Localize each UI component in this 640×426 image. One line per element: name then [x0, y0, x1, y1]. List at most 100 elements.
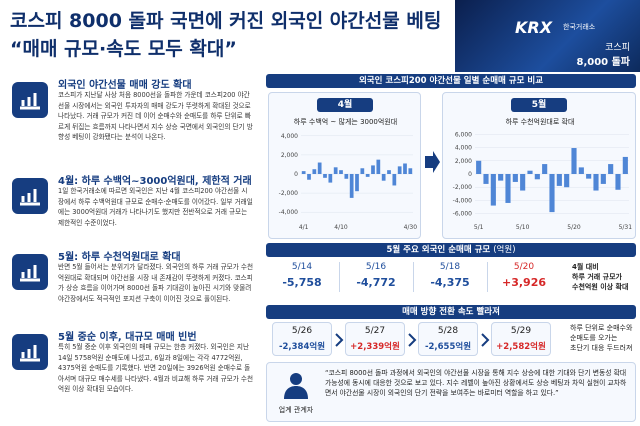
section-heading: 4월: 하루 수백억~3000억원대, 제한적 거래 [58, 176, 252, 187]
bar [512, 174, 518, 182]
icon-glyph [20, 189, 40, 206]
bar [312, 169, 317, 174]
x-tick-label: 4/30 [404, 224, 418, 231]
bar [586, 174, 592, 179]
section-body: 반면 5월 들어서는 분위기가 달라졌다. 외국인의 하루 거래 규모가 수천억… [58, 263, 254, 303]
bar [549, 174, 555, 213]
chart-subtitle: 하루 수천억원대로 확대 [505, 118, 575, 126]
chart-panel: 4월 하루 수백억 ~ 많게는 3000억원대 4,000 2,000 0 -2,00… [268, 92, 421, 239]
key-date: 5/18 [439, 262, 461, 272]
x-tick-label: 5/20 [567, 224, 581, 231]
y-tick-label: 2,000 [455, 158, 472, 165]
subtitle: “매매 규모·속도 모두 확대” [10, 38, 237, 60]
x-tick-label: 5/10 [516, 224, 530, 231]
x-tick-label: 5/31 [619, 224, 633, 231]
y-tick-label: -2,000 [279, 190, 299, 197]
section-body: 1일 한국거래소에 따르면 외국인은 지난 4월 코스피200 야간선물 시장에… [58, 187, 253, 227]
switch-box: 5/27 +2,339억원 [345, 322, 405, 356]
bar [408, 168, 413, 174]
note: 4월 대비 하루 거래 규모가 수천억원 이상 확대 [572, 263, 629, 291]
section-icon [12, 178, 48, 214]
bar [615, 174, 621, 190]
title: 코스피 8000 돌파 국면에 커진 외국인 야간선물 베팅 [10, 10, 442, 32]
chart-title: 5월 [511, 98, 567, 112]
switch-value: -2,384억원 [278, 342, 326, 352]
arrow [334, 332, 344, 347]
bar [505, 174, 511, 203]
section-heading: 외국인 야간선물 매매 강도 확대 [58, 80, 192, 91]
bar [360, 168, 365, 174]
bar [333, 167, 338, 174]
key-value: +3,926 [501, 276, 546, 289]
bar [301, 171, 306, 174]
x-tick-label: 4/10 [334, 224, 348, 231]
divider [413, 262, 414, 292]
bar [600, 174, 606, 184]
y-tick-label: 6,000 [455, 131, 472, 138]
bar [355, 174, 359, 192]
switch-box: 5/29 +2,582억원 [491, 322, 551, 356]
section-body: 특히 5월 중순 이후 외국인의 매매 규모는 한층 커졌다. 외국인은 지난 … [58, 343, 254, 394]
switch-box: 5/28 -2,655억원 [418, 322, 478, 356]
divider [339, 262, 340, 292]
bar [534, 174, 540, 180]
icon-glyph [20, 265, 40, 282]
bar [323, 174, 327, 178]
key-value: -4,375 [430, 276, 470, 289]
bar [392, 174, 397, 186]
switch-date: 5/29 [510, 326, 532, 336]
icon-glyph [20, 345, 40, 362]
quote-box: 업계 관계자 “코스피 8000선 돌파 과정에서 외국인의 야간선물 시장을 … [266, 362, 636, 422]
bar [542, 164, 548, 174]
bar [381, 174, 386, 181]
bar [476, 160, 482, 174]
y-tick-label: 4,000 [455, 145, 472, 152]
header-text: 5월 주요 외국인 순매매 규모 [386, 245, 491, 255]
bar [527, 170, 533, 174]
x-tick-label: 5/1 [474, 224, 484, 231]
person-icon [284, 373, 308, 399]
arrow [425, 151, 440, 173]
section-icon [12, 254, 48, 290]
arrow-glyph [335, 333, 344, 347]
bar [376, 159, 381, 174]
bar [571, 148, 577, 174]
key-value: -5,758 [282, 276, 322, 289]
y-tick-label: -2,000 [453, 184, 473, 191]
bar [520, 174, 526, 191]
hero-image: KRX 한국거래소 코스피 8,000 돌파 [455, 0, 640, 72]
y-tick-label: 2,000 [281, 152, 298, 159]
logo-sub: 한국거래소 [563, 23, 596, 31]
bar [556, 174, 562, 186]
chart-subtitle: 하루 수백억 ~ 많게는 3000억원대 [293, 118, 398, 126]
switch-value: +2,582억원 [496, 342, 546, 352]
arrow-glyph [481, 333, 490, 347]
y-tick-label: 4,000 [281, 133, 298, 140]
bar [349, 174, 354, 198]
switch-box: 5/26 -2,384억원 [272, 322, 332, 356]
switch-value: -2,655억원 [424, 342, 472, 352]
quote: “코스피 8000선 돌파 과정에서 외국인의 야간선물 시장을 통해 지수 상… [325, 369, 627, 397]
bar [365, 174, 370, 177]
y-tick-label: -4,000 [279, 209, 299, 216]
bar [564, 174, 570, 188]
badge: 8,000 돌파 [576, 57, 630, 68]
key-date: 5/16 [365, 262, 387, 272]
badge: 코스피 [605, 43, 630, 53]
arrow [480, 332, 490, 347]
switch-date: 5/26 [291, 326, 313, 336]
section-header: 외국인 코스피200 야간선물 일별 순매매 규모 비교 [266, 74, 636, 88]
logo: KRX [515, 18, 553, 37]
bar [307, 174, 311, 180]
section-header: 매매 방향 전환 속도 빨라져 [266, 305, 636, 319]
section-icon [12, 334, 48, 370]
bar [490, 174, 496, 206]
bar [608, 164, 614, 174]
switch-date: 5/27 [364, 326, 386, 336]
bar [387, 170, 391, 174]
section-body: 코스피가 지난달 사상 처음 8000선을 돌파한 가운데 코스피200 야간선… [58, 91, 253, 142]
key-date: 5/14 [291, 262, 313, 272]
y-tick-label: 0 [294, 171, 298, 178]
arrow [407, 332, 417, 347]
bar [593, 174, 599, 191]
